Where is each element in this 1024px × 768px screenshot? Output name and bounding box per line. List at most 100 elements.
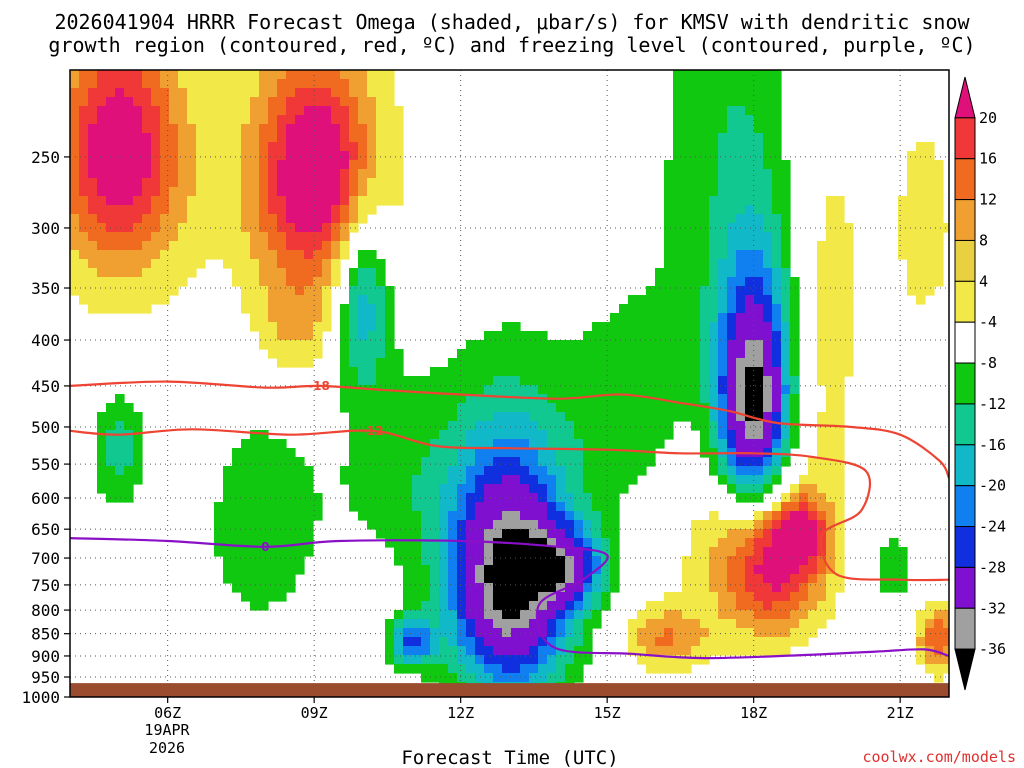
omega-cell-3202 bbox=[592, 610, 602, 620]
omega-cell-3147 bbox=[529, 601, 539, 611]
omega-cell-1646 bbox=[304, 358, 314, 368]
omega-cell-2927 bbox=[241, 565, 251, 575]
omega-cell-3163 bbox=[709, 601, 719, 611]
omega-cell-2692 bbox=[736, 520, 746, 530]
omega-cell-931 bbox=[934, 223, 944, 233]
omega-cell-2003 bbox=[637, 412, 647, 422]
omega-cell-1647 bbox=[340, 358, 350, 368]
omega-cell-3016 bbox=[727, 574, 737, 584]
omega-cell-207 bbox=[205, 106, 215, 116]
omega-cell-349 bbox=[160, 133, 170, 143]
omega-cell-379 bbox=[700, 133, 710, 143]
omega-cell-2748 bbox=[745, 529, 755, 539]
omega-cell-2037 bbox=[421, 421, 431, 431]
omega-cell-3348 bbox=[574, 637, 584, 647]
omega-cell-1195 bbox=[826, 268, 836, 278]
omega-cell-2947 bbox=[520, 565, 530, 575]
omega-cell-1936 bbox=[547, 403, 557, 413]
omega-cell-50 bbox=[88, 79, 98, 89]
omega-cell-2255 bbox=[97, 457, 107, 467]
omega-cell-998 bbox=[178, 241, 188, 251]
omega-cell-63 bbox=[205, 79, 215, 89]
omega-cell-2787 bbox=[538, 538, 548, 548]
omega-cell-24 bbox=[286, 70, 296, 80]
omega-cell-2628 bbox=[538, 511, 548, 521]
omega-cell-2350 bbox=[520, 466, 530, 476]
omega-cell-2953 bbox=[574, 565, 584, 575]
omega-cell-1821 bbox=[502, 385, 512, 395]
omega-cell-1277 bbox=[349, 286, 359, 296]
omega-cell-746 bbox=[385, 196, 395, 206]
omega-cell-1733 bbox=[691, 367, 701, 377]
omega-cell-1119 bbox=[295, 259, 305, 269]
omega-cell-2475 bbox=[574, 484, 584, 494]
omega-cell-2821 bbox=[277, 547, 287, 557]
omega-cell-372 bbox=[367, 133, 377, 143]
omega-cell-2638 bbox=[754, 511, 764, 521]
omega-cell-2698 bbox=[790, 520, 800, 530]
omega-cell-2591 bbox=[799, 502, 809, 512]
omega-cell-1869 bbox=[448, 394, 458, 404]
omega-cell-3192 bbox=[502, 610, 512, 620]
omega-cell-2648 bbox=[214, 520, 224, 530]
omega-cell-2860 bbox=[781, 547, 791, 557]
omega-cell-243 bbox=[88, 115, 98, 125]
omega-cell-1490 bbox=[295, 331, 305, 341]
omega-cell-260 bbox=[241, 115, 251, 125]
omega-cell-1115 bbox=[259, 259, 269, 269]
omega-cell-2677 bbox=[529, 520, 539, 530]
omega-cell-1832 bbox=[601, 385, 611, 395]
omega-cell-2972 bbox=[808, 565, 818, 575]
omega-cell-3154 bbox=[592, 601, 602, 611]
omega-cell-1273 bbox=[295, 286, 305, 296]
omega-cell-2516 bbox=[439, 493, 449, 503]
omega-cell-675 bbox=[241, 187, 251, 197]
omega-cell-3096 bbox=[466, 592, 476, 602]
omega-cell-2118 bbox=[628, 430, 638, 440]
omega-cell-1453 bbox=[358, 322, 368, 332]
omega-cell-2661 bbox=[385, 520, 395, 530]
omega-cell-1997 bbox=[583, 412, 593, 422]
omega-cell-532 bbox=[700, 160, 710, 170]
omega-cell-3225 bbox=[916, 610, 926, 620]
omega-cell-2957 bbox=[610, 565, 620, 575]
contour-lines: -18-120 bbox=[70, 379, 949, 660]
omega-cell-611 bbox=[160, 178, 170, 188]
omega-cell-447 bbox=[142, 151, 152, 161]
omega-cell-1610 bbox=[538, 349, 548, 359]
omega-cell-1435 bbox=[772, 313, 782, 323]
omega-cell-134 bbox=[691, 88, 701, 98]
omega-cell-140 bbox=[745, 88, 755, 98]
omega-cell-1379 bbox=[628, 304, 638, 314]
omega-cell-2538 bbox=[754, 493, 764, 503]
omega-cell-1819 bbox=[484, 385, 494, 395]
omega-cell-2786 bbox=[529, 538, 539, 548]
omega-cell-3426 bbox=[448, 655, 458, 665]
omega-cell-1100 bbox=[106, 259, 116, 269]
omega-cell-3127 bbox=[799, 592, 809, 602]
omega-cell-2780 bbox=[475, 538, 485, 548]
omega-cell-135 bbox=[700, 88, 710, 98]
omega-cell-2011 bbox=[709, 412, 719, 422]
omega-cell-670 bbox=[196, 187, 206, 197]
omega-cell-2916 bbox=[790, 556, 800, 566]
omega-cell-866 bbox=[745, 214, 755, 224]
omega-cell-393 bbox=[115, 142, 125, 152]
omega-cell-1835 bbox=[628, 385, 638, 395]
omega-cell-1495 bbox=[358, 331, 368, 341]
omega-cell-2365 bbox=[718, 466, 728, 476]
omega-cell-2168 bbox=[538, 439, 548, 449]
omega-cell-1665 bbox=[547, 358, 557, 368]
omega-cell-2068 bbox=[718, 421, 728, 431]
omega-cell-1944 bbox=[619, 403, 629, 413]
omega-cell-3432 bbox=[502, 655, 512, 665]
y-tick-label-700: 700 bbox=[31, 549, 60, 568]
omega-cell-2851 bbox=[700, 547, 710, 557]
omega-cell-443 bbox=[106, 151, 116, 161]
omega-cell-2733 bbox=[538, 529, 548, 539]
omega-cell-211 bbox=[241, 106, 251, 116]
omega-cell-610 bbox=[151, 178, 161, 188]
omega-cell-1988 bbox=[502, 412, 512, 422]
omega-cell-355 bbox=[214, 133, 224, 143]
omega-cell-1272 bbox=[286, 286, 296, 296]
